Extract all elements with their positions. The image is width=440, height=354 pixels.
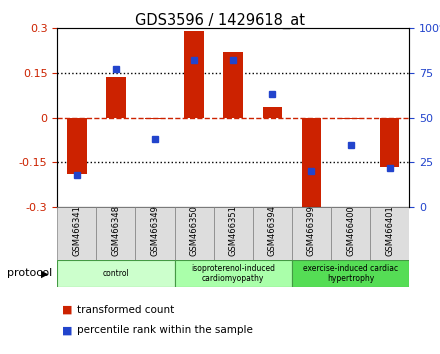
FancyBboxPatch shape [175,207,214,260]
Bar [341,118,360,119]
Text: GSM466394: GSM466394 [268,206,277,256]
Text: protocol: protocol [7,268,52,278]
FancyBboxPatch shape [292,260,409,287]
Bar [380,118,400,167]
Bar [67,118,87,174]
FancyBboxPatch shape [292,207,331,260]
Text: ■: ■ [62,325,72,335]
Text: GDS3596 / 1429618_at: GDS3596 / 1429618_at [135,12,305,29]
Text: transformed count: transformed count [77,305,174,315]
FancyBboxPatch shape [253,207,292,260]
Text: GSM466401: GSM466401 [385,206,394,256]
Text: GSM466341: GSM466341 [72,206,81,256]
Text: GSM466349: GSM466349 [150,206,159,256]
FancyBboxPatch shape [96,207,136,260]
Text: GSM466351: GSM466351 [229,206,238,256]
FancyBboxPatch shape [136,207,175,260]
FancyBboxPatch shape [57,260,175,287]
Text: percentile rank within the sample: percentile rank within the sample [77,325,253,335]
FancyBboxPatch shape [175,260,292,287]
FancyBboxPatch shape [214,207,253,260]
Bar [302,118,321,209]
Text: ■: ■ [62,305,72,315]
FancyBboxPatch shape [370,207,409,260]
Text: control: control [103,269,129,278]
Bar [263,107,282,118]
Bar [224,52,243,118]
FancyBboxPatch shape [57,207,96,260]
Bar [145,118,165,119]
Bar [106,78,126,118]
Text: GSM466400: GSM466400 [346,206,355,256]
Text: GSM466399: GSM466399 [307,206,316,256]
FancyBboxPatch shape [331,207,370,260]
Text: ▶: ▶ [40,268,48,278]
Text: exercise-induced cardiac
hypertrophy: exercise-induced cardiac hypertrophy [303,264,398,283]
Bar [184,31,204,118]
Text: isoproterenol-induced
cardiomyopathy: isoproterenol-induced cardiomyopathy [191,264,275,283]
Text: GSM466348: GSM466348 [111,205,121,257]
Text: GSM466350: GSM466350 [190,206,198,256]
